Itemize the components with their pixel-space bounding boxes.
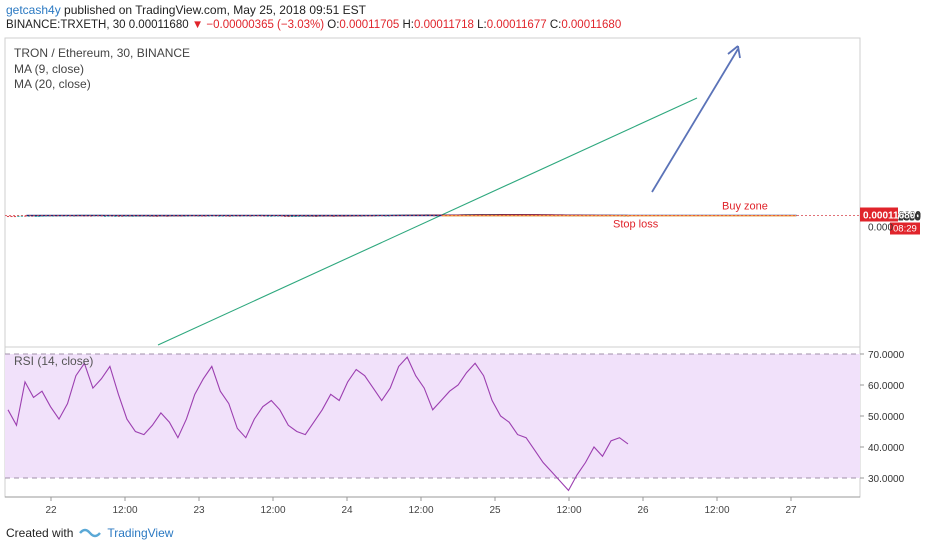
symbol-label: BINANCE:TRXETH, 30	[6, 19, 126, 31]
price-pane	[4, 37, 861, 348]
x-tick-label: 12:00	[112, 505, 137, 516]
candle-body	[228, 215, 231, 217]
candle-body	[155, 215, 159, 217]
y-partial-label: 0.000	[868, 223, 893, 234]
x-tick-label: 25	[489, 505, 501, 516]
author-name[interactable]: getcash4y	[6, 3, 61, 17]
candle-body	[34, 215, 37, 217]
last-price-badge-text: 0.00011680	[863, 211, 916, 222]
x-tick-label: 24	[341, 505, 353, 516]
footer: Created with TradingView	[6, 526, 173, 540]
candle-body	[294, 215, 297, 217]
close-value: 0.00011680	[561, 19, 622, 31]
candle-body	[10, 216, 13, 218]
rsi-y-tick-label: 60.0000	[868, 381, 905, 392]
chart-title: TRON / Ethereum, 30, BINANCE	[14, 46, 191, 60]
high-label: H:	[402, 19, 415, 31]
candle-body	[17, 215, 20, 217]
stop-loss-label: Stop loss	[613, 219, 659, 231]
close-label: C:	[549, 19, 562, 31]
candle-body	[6, 216, 10, 218]
candle-body	[114, 215, 117, 217]
x-tick-label: 12:00	[704, 505, 729, 516]
low-label: L:	[477, 19, 487, 31]
rsi-y-tick-label: 40.0000	[868, 443, 905, 454]
rsi-y-tick-label: 30.0000	[868, 474, 905, 485]
candle-body	[20, 215, 23, 217]
candle-body	[103, 215, 107, 217]
low-value: 0.00011677	[486, 19, 547, 31]
candle-body	[117, 215, 120, 217]
x-tick-label: 27	[785, 505, 797, 516]
rsi-y-tick-label: 70.0000	[868, 350, 905, 361]
publication-header: getcash4y published on TradingView.com, …	[6, 3, 366, 17]
open-value: 0.00011705	[339, 19, 400, 31]
last-price-badge	[860, 207, 898, 222]
rsi-legend: RSI (14, close)	[14, 354, 94, 368]
rsi-band	[5, 354, 860, 478]
projection-arrow-head	[727, 45, 741, 59]
candle-body	[287, 215, 290, 217]
countdown-text: 08:29	[893, 224, 917, 235]
tradingview-logo-icon	[79, 528, 102, 538]
created-with-label: Created with	[6, 526, 74, 540]
rsi-y-tick-label: 50.0000	[868, 412, 905, 423]
tradingview-brand[interactable]: TradingView	[107, 526, 174, 540]
price-change: ▼ −0.00000365 (−3.03%)	[191, 19, 325, 31]
trendline	[157, 97, 698, 346]
x-tick-label: 26	[637, 505, 649, 516]
candle-body	[24, 215, 27, 217]
x-tick-label: 12:00	[556, 505, 581, 516]
countdown-badge	[890, 222, 920, 235]
x-tick-label: 12:00	[408, 505, 433, 516]
buy-zone-label: Buy zone	[722, 201, 768, 213]
high-value: 0.00011718	[414, 19, 474, 31]
x-tick-label: 12:00	[260, 505, 285, 516]
open-label: O:	[327, 19, 340, 31]
candle-body	[13, 216, 17, 218]
x-tick-label: 23	[193, 505, 205, 516]
projection-arrow-line	[651, 48, 739, 193]
x-tick-label: 22	[45, 505, 57, 516]
ma20-legend: MA (20, close)	[14, 77, 91, 91]
ma9-legend: MA (9, close)	[14, 62, 85, 76]
candle-body	[283, 215, 287, 217]
rsi-line	[7, 356, 629, 492]
last-price: 0.00011680	[128, 19, 189, 31]
ohlc-header: BINANCE:TRXETH, 30 0.00011680 ▼ −0.00000…	[6, 19, 621, 31]
candle-body	[121, 215, 124, 217]
publication-info: published on TradingView.com, May 25, 20…	[64, 3, 367, 17]
candle-body	[290, 215, 294, 217]
